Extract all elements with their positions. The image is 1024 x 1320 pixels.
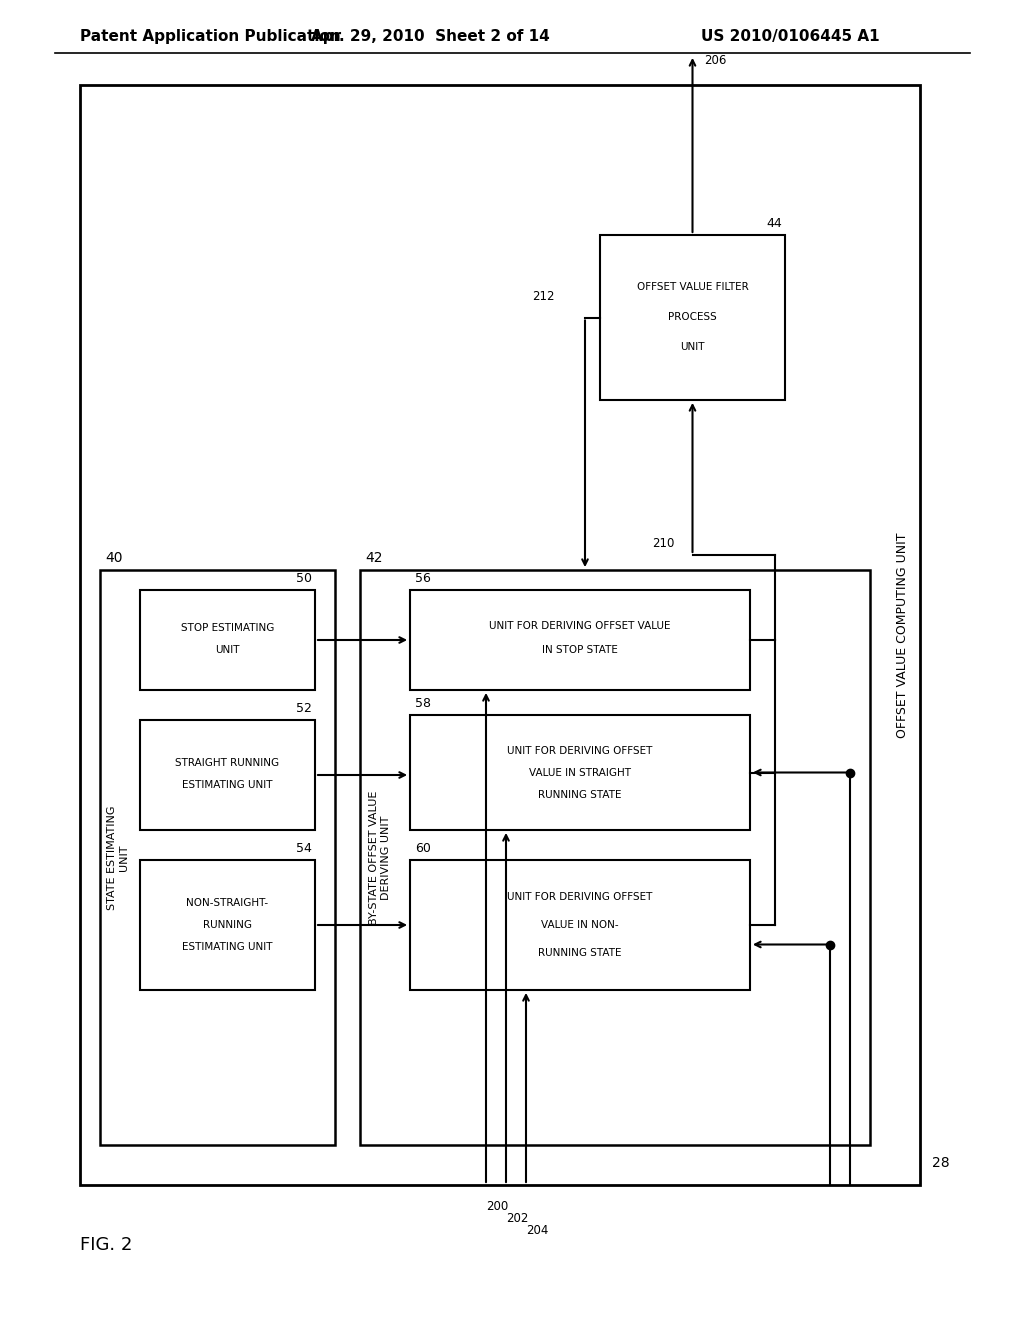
Text: 40: 40 bbox=[105, 550, 123, 565]
Text: 42: 42 bbox=[365, 550, 383, 565]
Text: US 2010/0106445 A1: US 2010/0106445 A1 bbox=[701, 29, 880, 45]
Text: FIG. 2: FIG. 2 bbox=[80, 1236, 132, 1254]
Text: 28: 28 bbox=[932, 1156, 949, 1170]
Bar bbox=[410, 715, 750, 830]
Text: UNIT FOR DERIVING OFFSET VALUE: UNIT FOR DERIVING OFFSET VALUE bbox=[489, 620, 671, 631]
Text: 202: 202 bbox=[506, 1213, 528, 1225]
Bar bbox=[140, 861, 315, 990]
Text: STRAIGHT RUNNING: STRAIGHT RUNNING bbox=[175, 758, 280, 768]
Text: OFFSET VALUE COMPUTING UNIT: OFFSET VALUE COMPUTING UNIT bbox=[896, 532, 908, 738]
Text: 52: 52 bbox=[296, 702, 312, 715]
Text: RUNNING STATE: RUNNING STATE bbox=[539, 789, 622, 800]
Text: NON-STRAIGHT-: NON-STRAIGHT- bbox=[186, 898, 268, 908]
Text: 200: 200 bbox=[486, 1200, 508, 1213]
Text: Patent Application Publication: Patent Application Publication bbox=[80, 29, 341, 45]
Text: 206: 206 bbox=[705, 54, 727, 66]
Text: 50: 50 bbox=[296, 572, 312, 585]
Text: 212: 212 bbox=[532, 289, 555, 302]
Text: RUNNING: RUNNING bbox=[203, 920, 252, 931]
Text: 204: 204 bbox=[526, 1225, 549, 1238]
Bar bbox=[100, 570, 335, 1144]
Text: BY-STATE OFFSET VALUE
DERIVING UNIT: BY-STATE OFFSET VALUE DERIVING UNIT bbox=[370, 791, 391, 925]
Text: RUNNING STATE: RUNNING STATE bbox=[539, 948, 622, 958]
Text: UNIT: UNIT bbox=[680, 342, 705, 352]
Text: PROCESS: PROCESS bbox=[668, 313, 717, 322]
Bar bbox=[80, 84, 920, 1185]
Bar bbox=[600, 235, 785, 400]
Text: 210: 210 bbox=[652, 537, 675, 550]
Text: 58: 58 bbox=[415, 697, 431, 710]
Text: STOP ESTIMATING: STOP ESTIMATING bbox=[181, 623, 274, 634]
Text: OFFSET VALUE FILTER: OFFSET VALUE FILTER bbox=[637, 282, 749, 293]
Bar bbox=[140, 590, 315, 690]
Bar bbox=[410, 861, 750, 990]
Bar bbox=[140, 719, 315, 830]
Text: VALUE IN STRAIGHT: VALUE IN STRAIGHT bbox=[529, 767, 631, 777]
Bar bbox=[360, 570, 870, 1144]
Text: 44: 44 bbox=[766, 216, 782, 230]
Text: STATE ESTIMATING
UNIT: STATE ESTIMATING UNIT bbox=[108, 805, 129, 909]
Text: ESTIMATING UNIT: ESTIMATING UNIT bbox=[182, 942, 272, 952]
Text: 54: 54 bbox=[296, 842, 312, 855]
Text: Apr. 29, 2010  Sheet 2 of 14: Apr. 29, 2010 Sheet 2 of 14 bbox=[310, 29, 549, 45]
Text: UNIT: UNIT bbox=[215, 645, 240, 655]
Text: UNIT FOR DERIVING OFFSET: UNIT FOR DERIVING OFFSET bbox=[507, 892, 652, 902]
Text: ESTIMATING UNIT: ESTIMATING UNIT bbox=[182, 780, 272, 789]
Text: VALUE IN NON-: VALUE IN NON- bbox=[542, 920, 618, 931]
Text: 56: 56 bbox=[415, 572, 431, 585]
Text: UNIT FOR DERIVING OFFSET: UNIT FOR DERIVING OFFSET bbox=[507, 746, 652, 755]
Bar bbox=[410, 590, 750, 690]
Text: IN STOP STATE: IN STOP STATE bbox=[542, 645, 617, 655]
Text: 60: 60 bbox=[415, 842, 431, 855]
